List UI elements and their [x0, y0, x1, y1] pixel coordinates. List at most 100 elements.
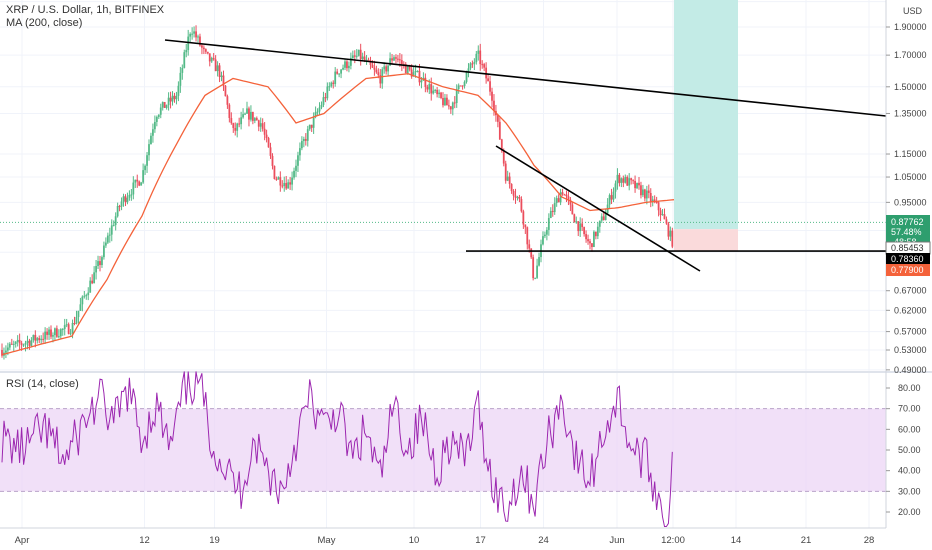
- candle-body: [573, 214, 576, 223]
- candle-body: [291, 177, 293, 185]
- candle-body: [457, 85, 460, 89]
- candle-body: [463, 81, 466, 86]
- candle-body: [20, 343, 23, 345]
- candle-body: [373, 67, 376, 70]
- candle-body: [14, 341, 17, 344]
- candle-body: [520, 199, 523, 212]
- candle-body: [634, 180, 636, 189]
- candle-body: [81, 296, 84, 305]
- candle-body: [328, 86, 331, 88]
- candle-body: [46, 331, 48, 335]
- candle-body: [357, 49, 360, 56]
- candle-body: [332, 82, 335, 84]
- candle-body: [152, 129, 154, 136]
- candle-body: [406, 66, 409, 74]
- candle-body: [142, 170, 145, 183]
- candle-body: [647, 190, 650, 193]
- candle-body: [28, 340, 31, 346]
- candle-body: [128, 194, 131, 198]
- candle-body: [353, 55, 356, 57]
- candle-body: [73, 322, 76, 324]
- candle-body: [199, 36, 201, 46]
- ma-legend[interactable]: MA (200, close): [6, 17, 83, 29]
- ma-price-tag: [886, 264, 930, 276]
- candle-body: [434, 89, 437, 91]
- rsi-legend[interactable]: RSI (14, close): [6, 378, 79, 390]
- candle-body: [346, 61, 348, 69]
- candle-body: [263, 128, 266, 135]
- candle-body: [65, 324, 68, 326]
- candle-body: [224, 85, 227, 97]
- candle-body: [483, 64, 486, 68]
- candle-body: [306, 129, 309, 141]
- candle-body: [587, 239, 589, 242]
- candle-body: [130, 194, 133, 196]
- candle-body: [253, 118, 256, 121]
- rsi-tick-label: 80.00: [898, 383, 921, 393]
- candle-body: [522, 211, 525, 225]
- candle-body: [363, 56, 366, 61]
- candle-body: [52, 335, 54, 337]
- candle-body: [281, 185, 284, 187]
- time-tick-label: 17: [475, 535, 486, 546]
- candle-body: [491, 91, 493, 101]
- candle-body: [612, 191, 615, 200]
- candle-body: [330, 82, 333, 87]
- candle-body: [565, 194, 568, 197]
- last-price-value: 0.87762: [891, 217, 924, 227]
- candle-body: [614, 183, 617, 192]
- candle-body: [148, 144, 150, 156]
- candle-body: [22, 344, 25, 346]
- candle-body: [538, 257, 540, 266]
- candle-body: [622, 178, 625, 183]
- candle-body: [504, 163, 507, 181]
- candle-body: [132, 182, 135, 195]
- candle-body: [183, 52, 186, 68]
- candle-body: [451, 102, 454, 110]
- candle-body: [185, 50, 188, 53]
- candle-body: [418, 70, 421, 83]
- candle-body: [549, 210, 552, 219]
- candle-body: [408, 66, 411, 70]
- candle-body: [412, 72, 415, 77]
- candle-body: [179, 72, 182, 86]
- candle-body: [393, 57, 395, 61]
- candle-body: [336, 71, 339, 74]
- candle-body: [216, 65, 219, 72]
- candle-body: [404, 64, 407, 74]
- candle-body: [326, 86, 329, 99]
- candle-body: [563, 194, 566, 196]
- candle-body: [667, 223, 670, 237]
- candle-body: [1, 350, 3, 356]
- candle-body: [547, 218, 550, 230]
- candle-body: [467, 68, 470, 73]
- candle-body: [57, 336, 60, 338]
- candle-body: [61, 329, 64, 331]
- symbol-title[interactable]: XRP / U.S. Dollar, 1h, BITFINEX: [6, 4, 165, 16]
- candle-body: [581, 223, 584, 228]
- support-price-value: 0.78360: [891, 254, 924, 264]
- candle-body: [91, 280, 94, 284]
- candle-body: [126, 197, 129, 203]
- candle-body: [638, 182, 640, 186]
- currency-label: USD: [902, 6, 922, 16]
- candle-body: [299, 148, 301, 156]
- candle-body: [440, 92, 442, 99]
- candle-body: [571, 204, 574, 215]
- candle-body: [349, 58, 352, 66]
- candle-body: [620, 178, 623, 183]
- candle-body: [251, 111, 254, 121]
- time-tick-label: 19: [209, 535, 220, 546]
- candle-body: [510, 184, 513, 192]
- candle-body: [175, 95, 178, 100]
- candle-body: [320, 104, 323, 108]
- candle-body: [316, 111, 319, 113]
- candle-body: [512, 191, 515, 196]
- candle-body: [502, 150, 505, 164]
- candle-body: [536, 265, 538, 278]
- candle-body: [669, 230, 672, 237]
- candle-body: [367, 59, 370, 61]
- candle-body: [585, 234, 587, 240]
- candle-body: [50, 329, 52, 337]
